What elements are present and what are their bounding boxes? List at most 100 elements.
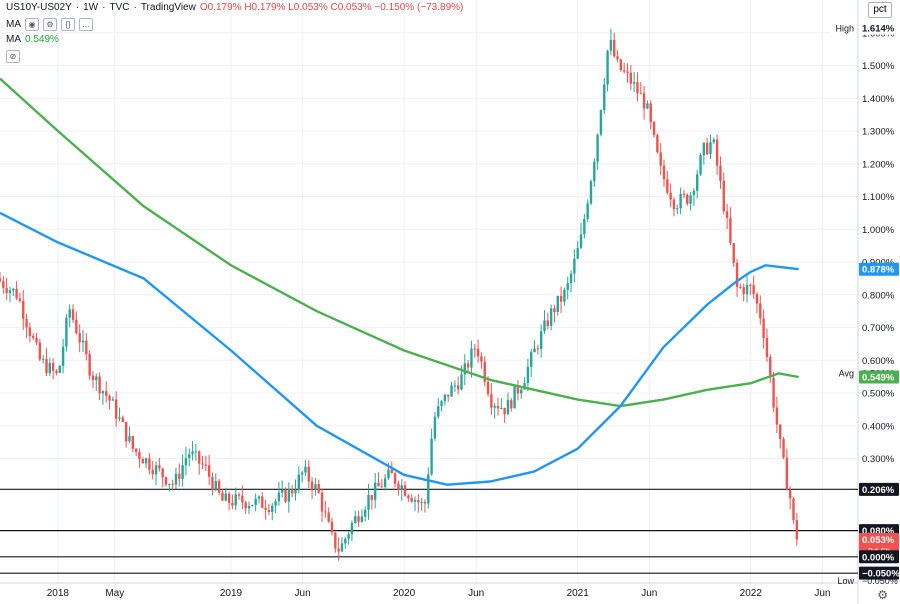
candle[interactable] xyxy=(281,480,284,498)
candle[interactable] xyxy=(241,485,244,509)
candle[interactable] xyxy=(642,86,646,120)
candle[interactable] xyxy=(154,461,158,485)
candle[interactable] xyxy=(38,338,42,362)
symbol-name[interactable]: US10Y-US02Y xyxy=(6,2,72,13)
candle[interactable] xyxy=(344,536,347,549)
candle[interactable] xyxy=(410,494,413,503)
candle[interactable] xyxy=(373,473,377,509)
candle[interactable] xyxy=(211,472,214,496)
candle[interactable] xyxy=(184,447,188,476)
candle[interactable] xyxy=(397,480,400,496)
candle[interactable] xyxy=(148,452,151,475)
candles[interactable] xyxy=(0,28,799,561)
candle[interactable] xyxy=(500,398,503,410)
price-label[interactable]: 0.878% xyxy=(859,262,899,276)
candle[interactable] xyxy=(28,322,32,343)
candle[interactable] xyxy=(91,371,95,389)
price-label[interactable]: 1.614% High xyxy=(830,21,899,35)
candle[interactable] xyxy=(383,474,387,491)
candle[interactable] xyxy=(669,183,672,208)
candle[interactable] xyxy=(12,287,15,296)
candle[interactable] xyxy=(583,213,586,239)
candle[interactable] xyxy=(447,394,450,402)
candle[interactable] xyxy=(456,376,460,395)
candle[interactable] xyxy=(8,287,12,303)
candle[interactable] xyxy=(171,479,174,491)
candle[interactable] xyxy=(95,373,98,392)
price-label[interactable]: 0.549% xyxy=(859,370,899,384)
candle[interactable] xyxy=(350,520,354,541)
candle[interactable] xyxy=(533,340,536,353)
candle[interactable] xyxy=(795,513,799,546)
candle[interactable] xyxy=(261,492,264,509)
candle[interactable] xyxy=(403,481,407,497)
candle[interactable] xyxy=(543,310,546,334)
candle[interactable] xyxy=(739,283,742,289)
candle[interactable] xyxy=(51,358,55,380)
candle[interactable] xyxy=(393,471,397,488)
candle[interactable] xyxy=(178,463,181,487)
candle[interactable] xyxy=(181,454,184,487)
candle[interactable] xyxy=(98,372,101,401)
candle[interactable] xyxy=(699,152,702,177)
candle[interactable] xyxy=(705,138,709,156)
candle[interactable] xyxy=(300,470,304,483)
candle[interactable] xyxy=(559,286,563,314)
candle[interactable] xyxy=(593,158,596,187)
candle[interactable] xyxy=(15,281,18,301)
candle[interactable] xyxy=(207,455,211,486)
candle[interactable] xyxy=(473,344,476,358)
candle[interactable] xyxy=(569,270,573,293)
candle[interactable] xyxy=(659,143,662,175)
candle[interactable] xyxy=(108,394,111,410)
candle[interactable] xyxy=(762,309,765,349)
candle[interactable] xyxy=(198,450,201,475)
candle[interactable] xyxy=(765,328,769,362)
candle[interactable] xyxy=(188,448,191,467)
candle[interactable] xyxy=(168,483,171,492)
candle[interactable] xyxy=(294,479,297,501)
candle[interactable] xyxy=(413,496,417,512)
candle[interactable] xyxy=(466,359,470,372)
candle[interactable] xyxy=(174,467,178,490)
candle[interactable] xyxy=(201,455,204,470)
candle[interactable] xyxy=(58,364,61,374)
candle[interactable] xyxy=(712,137,716,145)
candle[interactable] xyxy=(0,271,2,283)
candle[interactable] xyxy=(729,207,732,246)
candle[interactable] xyxy=(732,242,735,267)
eye-icon[interactable]: ◉ xyxy=(25,18,39,31)
candle[interactable] xyxy=(237,492,241,500)
candle[interactable] xyxy=(134,448,138,456)
candle[interactable] xyxy=(553,304,556,323)
candle[interactable] xyxy=(144,457,148,469)
candle[interactable] xyxy=(440,399,443,412)
candle[interactable] xyxy=(725,203,729,229)
candle[interactable] xyxy=(430,428,433,476)
candle[interactable] xyxy=(22,289,25,330)
candle[interactable] xyxy=(573,249,576,283)
candle[interactable] xyxy=(317,479,320,494)
settings-icon[interactable]: ⚙ xyxy=(43,18,57,31)
candle[interactable] xyxy=(304,459,307,477)
candle[interactable] xyxy=(324,500,327,518)
candle[interactable] xyxy=(563,287,566,306)
candle[interactable] xyxy=(696,169,699,199)
candle[interactable] xyxy=(354,510,357,524)
candle[interactable] xyxy=(85,333,88,361)
candle[interactable] xyxy=(493,403,496,419)
candle[interactable] xyxy=(490,382,493,415)
candle[interactable] xyxy=(161,467,164,488)
candle[interactable] xyxy=(586,199,589,222)
candle[interactable] xyxy=(224,487,227,502)
candle[interactable] xyxy=(407,494,410,502)
eye-hidden-icon[interactable]: ⊘ xyxy=(6,50,20,63)
candle[interactable] xyxy=(503,407,506,424)
candle[interactable] xyxy=(277,481,281,506)
candle[interactable] xyxy=(307,460,310,489)
candle[interactable] xyxy=(686,193,689,206)
candle[interactable] xyxy=(433,411,437,442)
candle[interactable] xyxy=(682,189,686,199)
candle[interactable] xyxy=(719,156,722,189)
